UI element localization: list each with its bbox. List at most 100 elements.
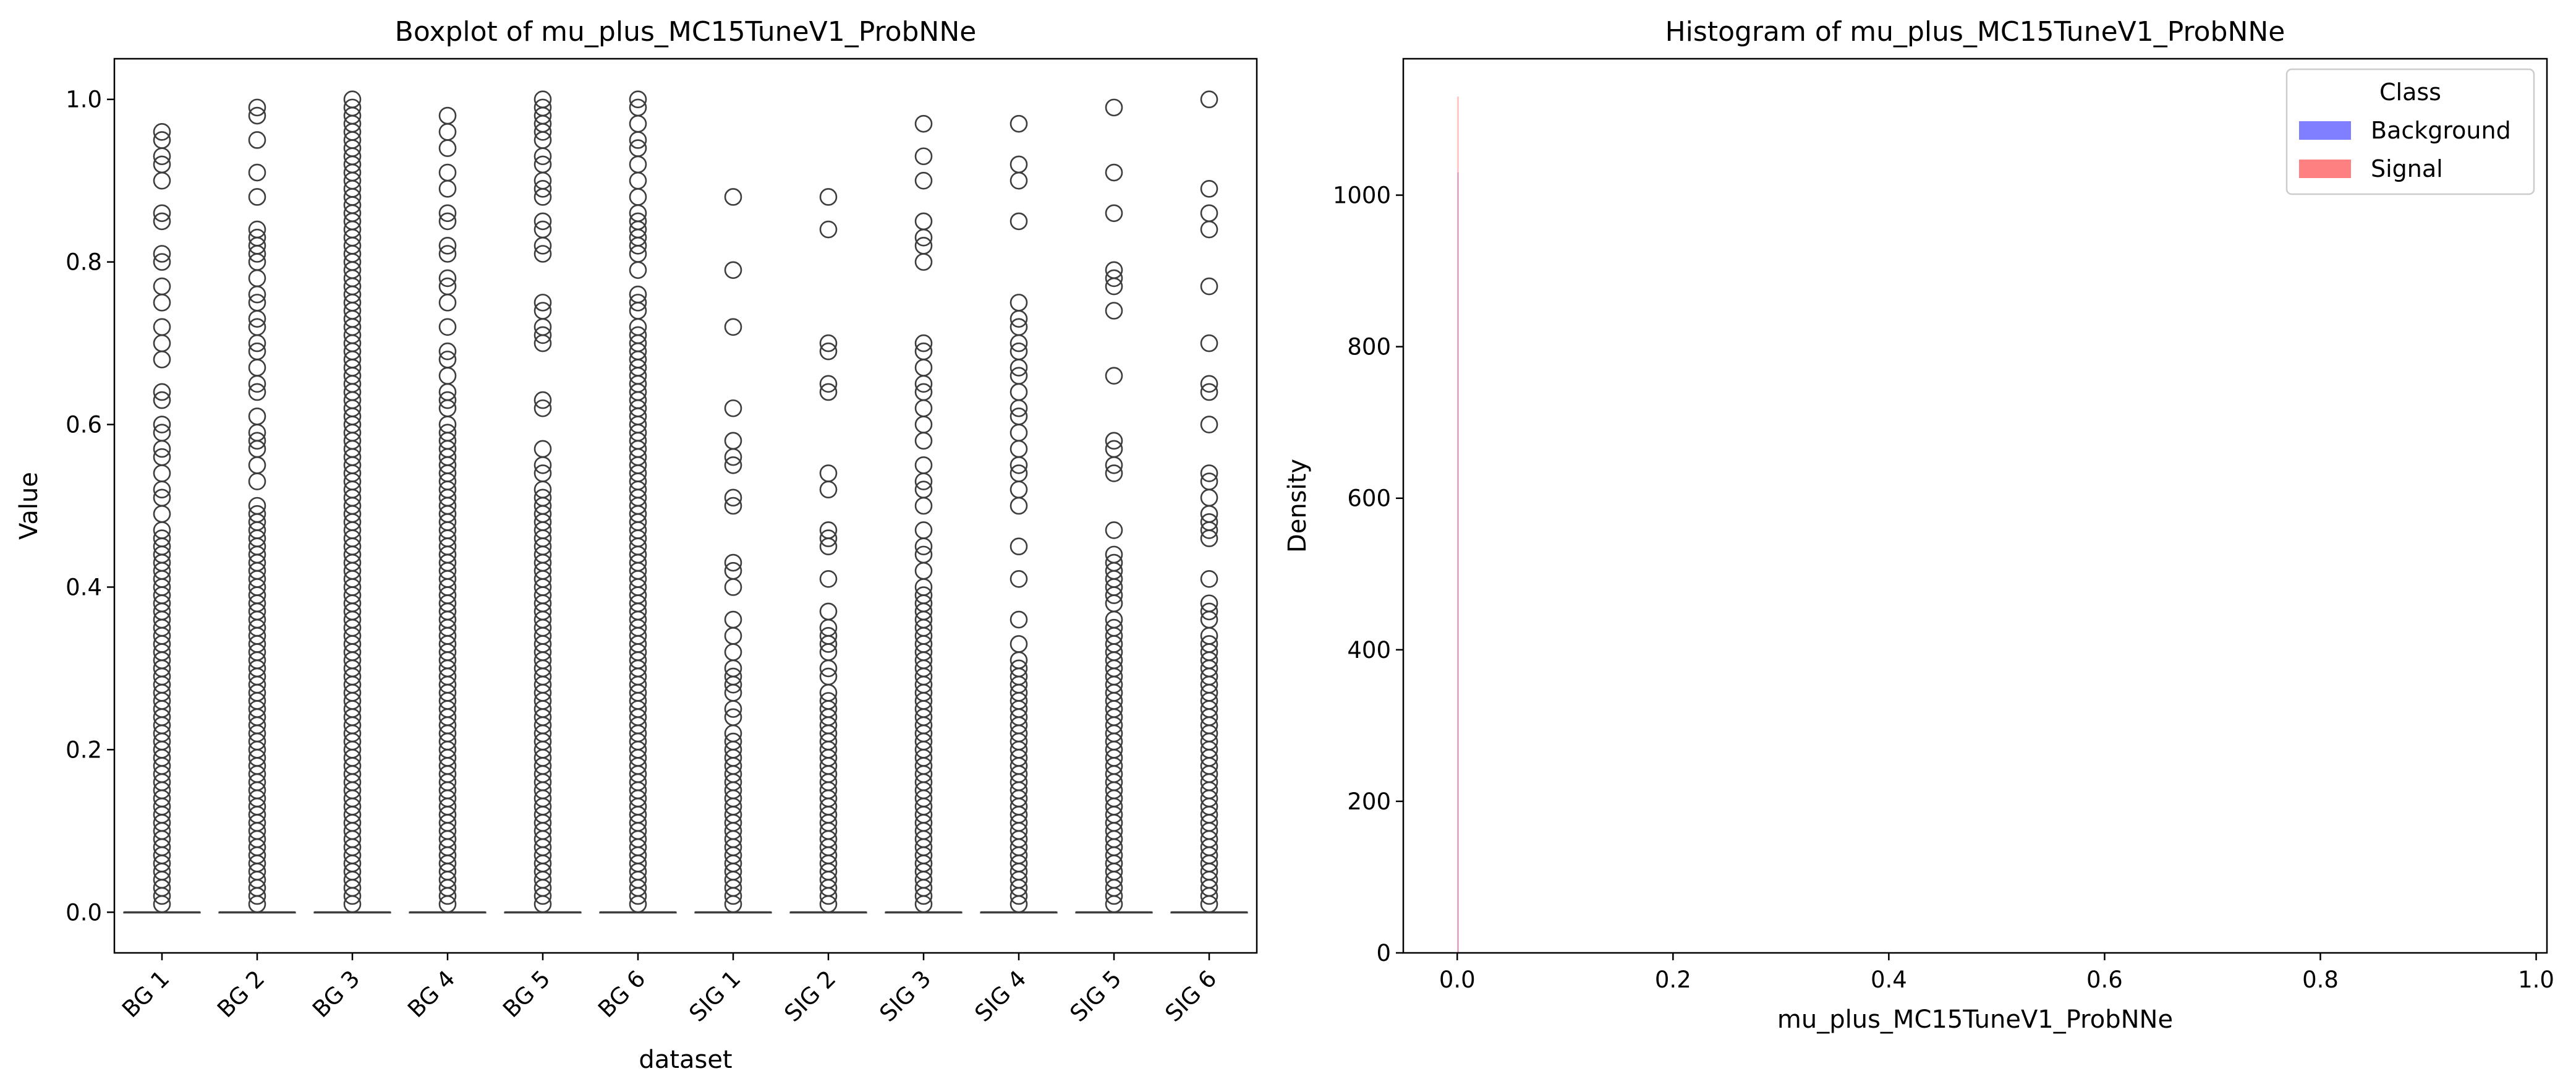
box-outlier-point xyxy=(248,310,266,328)
legend-swatch-background xyxy=(2299,121,2351,140)
box-outlier-point xyxy=(819,480,838,499)
box-outlier-point xyxy=(438,123,457,141)
box-outlier-point xyxy=(629,131,647,149)
box-sig-2 xyxy=(789,188,867,914)
box-outlier-point xyxy=(1105,302,1123,320)
box-outlier-point xyxy=(629,261,647,279)
legend-label-background: Background xyxy=(2371,117,2511,144)
box-outlier-point xyxy=(629,294,647,312)
box-bg-3 xyxy=(313,90,391,914)
boxplot-x-tick-label: SIG 6 xyxy=(1160,965,1222,1027)
histogram-x-axis-label: mu_plus_MC15TuneV1_ProbNNe xyxy=(1777,1005,2173,1034)
box-outlier-point xyxy=(153,212,171,231)
box-outlier-point xyxy=(914,399,933,417)
box-outlier-point xyxy=(1105,586,1123,604)
box-outlier-point xyxy=(1105,367,1123,385)
box-outlier-point xyxy=(819,659,838,678)
box-outlier-point xyxy=(533,440,552,458)
box-outlier-point xyxy=(819,602,838,621)
box-outlier-point xyxy=(724,488,742,507)
box-outlier-point xyxy=(153,895,171,913)
box-outlier-point xyxy=(248,163,266,182)
box-outlier-point xyxy=(438,204,457,223)
boxplot-x-tick-label: BG 4 xyxy=(402,965,460,1023)
boxplot-y-tick-label: 0.0 xyxy=(66,899,102,926)
box-outlier-point xyxy=(914,456,933,474)
box-outlier-point xyxy=(1200,416,1218,433)
box-outlier-point xyxy=(1010,537,1028,556)
box-outlier-point xyxy=(1010,114,1028,133)
box-outlier-point xyxy=(248,359,266,377)
box-outlier-point xyxy=(914,359,933,377)
box-outlier-point xyxy=(153,391,171,409)
box-outlier-point xyxy=(533,399,552,417)
histogram-y-tick-label: 0 xyxy=(1376,940,1391,966)
box-outlier-point xyxy=(724,700,742,718)
box-outlier-point xyxy=(914,561,933,580)
boxplot-y-tick-label: 0.2 xyxy=(66,736,102,763)
box-outlier-point xyxy=(629,114,647,133)
box-outlier-point xyxy=(819,537,838,556)
box-outlier-point xyxy=(533,180,552,198)
box-outlier-point xyxy=(629,155,647,174)
box-outlier-point xyxy=(1200,277,1218,296)
box-outlier-point xyxy=(629,188,647,206)
box-outlier-point xyxy=(914,537,933,556)
box-outlier-point xyxy=(248,407,266,425)
box-outlier-point xyxy=(914,895,933,913)
boxplot-title: Boxplot of mu_plus_MC15TuneV1_ProbNNe xyxy=(395,16,977,48)
box-outlier-point xyxy=(1200,375,1218,393)
box-outlier-point xyxy=(1200,602,1218,621)
boxplot-y-tick-label: 0.4 xyxy=(66,574,102,600)
box-outlier-point xyxy=(248,383,266,401)
box-outlier-point xyxy=(819,529,838,547)
box-outlier-point xyxy=(1200,895,1218,913)
box-outlier-point xyxy=(1010,456,1028,474)
box-outlier-point xyxy=(533,212,552,231)
box-outlier-point xyxy=(819,342,838,360)
box-outlier-point xyxy=(724,643,742,661)
box-outlier-point xyxy=(724,553,742,572)
box-outlier-point xyxy=(1105,163,1123,182)
histogram-x-tick-label: 0.6 xyxy=(2086,966,2123,993)
box-outlier-point xyxy=(1105,204,1123,223)
box-outlier-point xyxy=(1010,895,1028,913)
box-outlier-point xyxy=(248,188,266,206)
box-outlier-point xyxy=(248,472,266,490)
histogram-title: Histogram of mu_plus_MC15TuneV1_ProbNNe xyxy=(1665,16,2285,48)
box-outlier-point xyxy=(819,220,838,239)
box-outlier-point xyxy=(1200,570,1218,588)
box-outlier-point xyxy=(533,188,552,206)
box-outlier-point xyxy=(533,326,552,344)
box-outlier-point xyxy=(724,318,742,336)
box-outlier-point xyxy=(533,895,552,913)
box-outlier-point xyxy=(533,123,552,141)
box-outlier-point xyxy=(914,334,933,352)
boxplot-x-tick-label: BG 5 xyxy=(498,965,555,1023)
box-outlier-point xyxy=(248,106,266,125)
histogram-x-ticks: 0.0 0.2 0.4 0.6 0.8 1.0 xyxy=(1439,953,2554,993)
box-outlier-point xyxy=(1010,887,1028,905)
box-outlier-point xyxy=(819,334,838,352)
box-outlier-point xyxy=(533,887,552,905)
boxplot-y-ticks: 0.0 0.2 0.4 0.6 0.8 1.0 xyxy=(66,87,114,926)
box-outlier-point xyxy=(819,635,838,653)
boxplot-x-tick-label: SIG 4 xyxy=(969,965,1031,1027)
box-outlier-point xyxy=(248,895,266,913)
histogram-bar-signal xyxy=(1457,96,1459,953)
box-outlier-point xyxy=(819,464,838,482)
box-outlier-point xyxy=(1010,570,1028,588)
histogram-y-tick-label: 400 xyxy=(1347,637,1391,663)
boxplot-x-tick-label: SIG 1 xyxy=(684,965,746,1027)
box-outlier-point xyxy=(1010,440,1028,458)
box-outlier-point xyxy=(1105,464,1123,482)
boxplot-x-tick-label: SIG 5 xyxy=(1065,965,1126,1027)
box-outlier-point xyxy=(724,497,742,515)
box-outlier-point xyxy=(914,147,933,166)
box-outlier-point xyxy=(438,294,457,312)
box-outlier-point xyxy=(629,171,647,190)
box-outlier-point xyxy=(343,895,362,913)
boxplot-x-tick-label: BG 6 xyxy=(593,965,650,1023)
box-outlier-point xyxy=(533,456,552,474)
